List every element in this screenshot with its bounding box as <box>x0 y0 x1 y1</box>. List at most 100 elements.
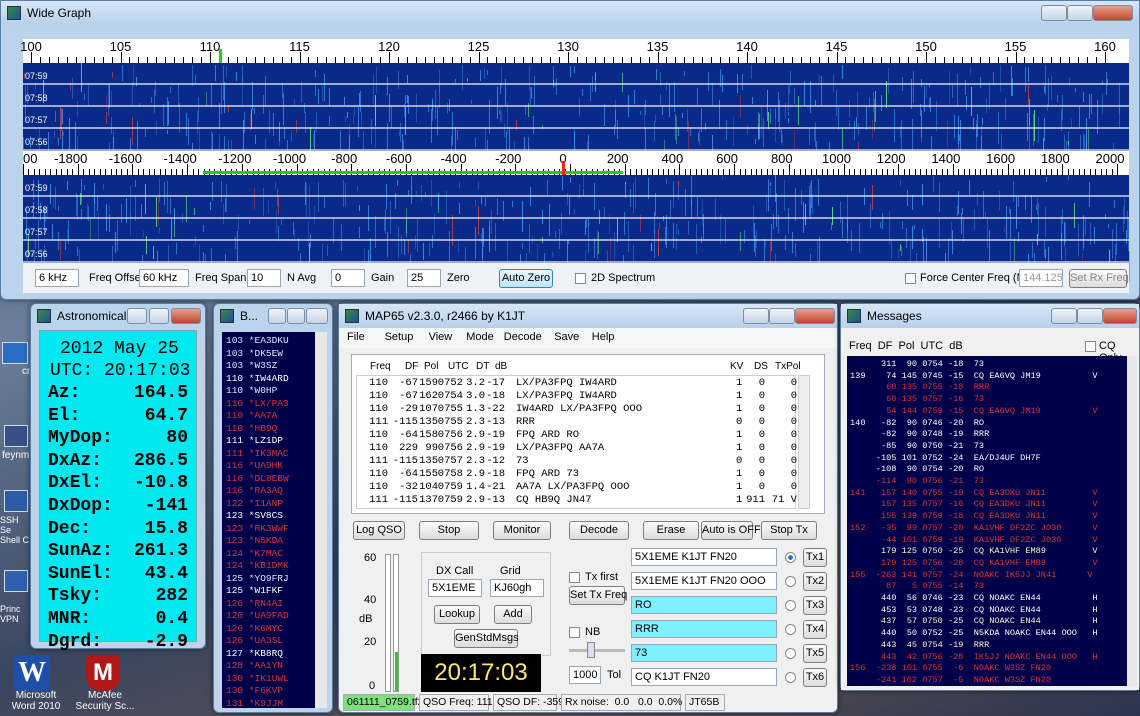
button[interactable]: Monitor <box>493 521 551 540</box>
message-line[interactable]: 437 57 0750 -25 CQ NOAKC EN44 H <box>850 616 1098 626</box>
message-line[interactable]: 139 74 145 0745 -15 CQ EA6VQ JM19 V <box>850 371 1098 381</box>
message-line[interactable]: -114 90 0756 -21 73 <box>850 476 984 486</box>
message-line[interactable]: 54 144 0759 -15 CQ EA6VQ JM19 V <box>850 406 1098 416</box>
button[interactable]: Log QSO <box>353 521 405 540</box>
message-line[interactable]: 60 135 0757 -16 73 <box>850 394 984 404</box>
message-line[interactable]: 141 157 140 0755 -19 CQ EA3DKU JN11 V <box>850 488 1098 498</box>
menu-item[interactable]: Save <box>554 331 579 343</box>
menu-item[interactable]: Setup <box>385 331 414 343</box>
mcafee-icon[interactable]: M <box>86 655 120 691</box>
icon-label[interactable]: Princ VPN <box>0 604 30 624</box>
minimize[interactable] <box>127 308 147 324</box>
band-entry[interactable]: 127 *KB8RQ <box>226 648 283 659</box>
close[interactable] <box>1093 5 1133 21</box>
message-line[interactable]: 179 125 0756 -28 CQ KA1VHF EM89 V <box>850 558 1098 568</box>
freq-span-spin[interactable]: 60 kHz <box>139 269 189 287</box>
tx-message[interactable]: RO <box>631 596 777 614</box>
minimize[interactable] <box>743 308 769 324</box>
minimize[interactable] <box>1051 308 1077 324</box>
button[interactable]: Auto is OFF <box>701 521 753 540</box>
icon-label[interactable]: feynm <box>2 450 29 461</box>
band-entry[interactable]: 103 *W3SZ <box>226 360 277 371</box>
scrollbar[interactable] <box>1127 356 1137 686</box>
icon-label[interactable]: SSH Se Shell C <box>0 515 30 545</box>
band-entry[interactable]: 116 *UA9HK <box>226 460 283 471</box>
checkbox[interactable] <box>1085 341 1096 352</box>
tx-button[interactable]: Tx6 <box>803 668 827 687</box>
band-entry[interactable]: 126 *UA9FAD <box>226 610 289 621</box>
maximize[interactable] <box>287 308 305 324</box>
set-tx-freq-button[interactable]: Set Tx Freq <box>569 586 625 605</box>
close[interactable] <box>1103 308 1137 324</box>
checkbox[interactable] <box>569 627 580 638</box>
word-icon[interactable]: W <box>14 655 50 691</box>
radio[interactable] <box>785 600 796 611</box>
band-entry[interactable]: 110 *HB9Q <box>226 423 277 434</box>
set-rx-freq-button[interactable]: Set Rx Freq <box>1069 269 1127 288</box>
band-entry[interactable]: 103 *EA3DKU <box>226 335 289 346</box>
maximize[interactable] <box>149 308 169 324</box>
band-entry[interactable]: 123 *RK3WWF <box>226 523 289 534</box>
slider[interactable] <box>569 649 625 652</box>
band-entry[interactable]: 110 *IW4ARD <box>226 373 289 384</box>
band-entry[interactable]: 126 *K6MYC <box>226 623 283 634</box>
gain-spin[interactable]: 0 <box>331 269 365 287</box>
band-entry[interactable]: 110 *W0HP <box>226 385 277 396</box>
band-entry[interactable]: 116 *RA3AQ <box>226 485 283 496</box>
tx-button[interactable]: Tx1 <box>803 548 827 567</box>
icon-label[interactable]: Microsoft Word 2010 <box>4 690 68 712</box>
menu-item[interactable]: File <box>347 331 365 343</box>
menu-item[interactable]: View <box>429 331 453 343</box>
close[interactable] <box>306 308 328 324</box>
message-line[interactable]: 453 53 0748 -23 CQ NOAKC EN44 H <box>850 605 1098 615</box>
band-entry[interactable]: 123 *N5KDA <box>226 535 283 546</box>
tx-message[interactable]: RRR <box>631 620 777 638</box>
navg-spin[interactable]: 10 <box>247 269 281 287</box>
band-entry[interactable]: 111 *IK3MAC <box>226 448 289 459</box>
close[interactable] <box>171 308 201 324</box>
message-line[interactable]: 443 42 0756 -28 IK5JJ NOAKC EN44 OOO H <box>850 652 1098 662</box>
button[interactable]: Erase <box>643 521 699 540</box>
band-entry[interactable]: 116 *DL8EBW <box>226 473 289 484</box>
maximize[interactable] <box>1067 5 1093 21</box>
message-line[interactable]: 443 45 0754 -19 RRR <box>850 640 989 650</box>
tx-button[interactable]: Tx5 <box>803 644 827 663</box>
band-entry[interactable]: 131 *K9JJM <box>226 698 283 709</box>
button[interactable]: Stop Tx <box>761 521 817 540</box>
tol-spin[interactable]: 1000 <box>569 666 601 684</box>
message-line[interactable]: 152 -35 99 0757 -20 KA1VHF DF2ZC JO30 V <box>850 523 1098 533</box>
band-entry[interactable]: 111 *LZ1DP <box>226 435 283 446</box>
band-entry[interactable]: 110 *LX/PA3 <box>226 398 289 409</box>
message-line[interactable]: 157 135 0757 -16 CQ EA3DKU JN11 V <box>850 499 1098 509</box>
band-entry[interactable]: 126 *UA3SL <box>226 635 283 646</box>
dx-call[interactable]: 5X1EME <box>428 579 482 597</box>
radio[interactable] <box>785 672 796 683</box>
message-line[interactable]: 311 90 0754 -18 73 <box>850 359 984 369</box>
message-line[interactable]: -105 101 0752 -24 EA/DJ4UF DH7F <box>850 453 1041 463</box>
radio[interactable] <box>785 576 796 587</box>
band-entry[interactable]: 126 *RN4AI <box>226 598 283 609</box>
gen-std-msgs-button[interactable]: GenStdMsgs <box>454 629 518 648</box>
message-line[interactable]: -44 101 0759 -19 KA1VHF DF2ZC JO30 V <box>850 535 1098 545</box>
tx-message[interactable]: 73 <box>631 644 777 662</box>
message-line[interactable]: 156 -238 101 0755 -6 NOAKC W3SZ FN20 <box>850 663 1051 673</box>
message-line[interactable]: 155 139 0759 -18 CQ EA3DKU JN11 V <box>850 511 1098 521</box>
band-entry[interactable]: 125 *W1FKF <box>226 585 283 596</box>
message-line[interactable]: 155 -263 141 0757 -24 NOAKC IK5JJ JN41 V <box>850 570 1092 580</box>
band-entry[interactable]: 125 *YO9FRJ <box>226 573 289 584</box>
checkbox[interactable] <box>575 273 586 284</box>
checkbox[interactable] <box>569 572 580 583</box>
add-button[interactable]: Add <box>494 605 532 624</box>
icon[interactable] <box>4 425 28 447</box>
center-freq[interactable]: 144.125 <box>1019 269 1063 287</box>
message-line[interactable]: 140 -82 90 0746 -20 RO <box>850 418 984 428</box>
auto-zero-button[interactable]: Auto Zero <box>499 269 553 288</box>
message-line[interactable]: 440 56 0746 -23 CQ NOAKC EN44 H <box>850 593 1098 603</box>
message-line[interactable]: 60 135 0755 -18 RRR <box>850 382 989 392</box>
scrollbar[interactable] <box>315 332 327 708</box>
checkbox[interactable] <box>905 273 916 284</box>
maximize[interactable] <box>769 308 795 324</box>
tx-message[interactable]: 5X1EME K1JT FN20 <box>631 548 777 566</box>
dx-grid[interactable]: KJ60gh <box>490 579 544 597</box>
band-entry[interactable]: 103 *DK5EW <box>226 348 283 359</box>
